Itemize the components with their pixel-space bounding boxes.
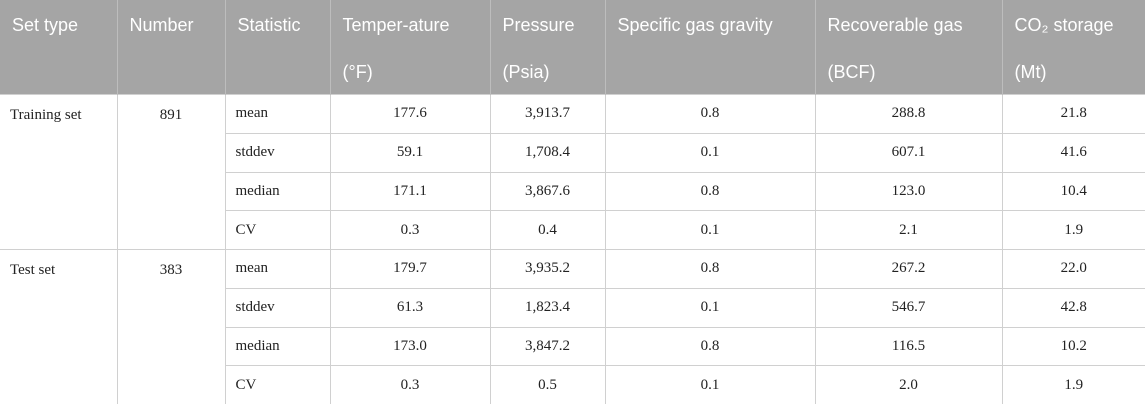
value-cell: 0.4: [489, 210, 606, 250]
column-header: Temper-ature (°F): [329, 0, 490, 95]
value-cell: 61.3: [329, 287, 491, 328]
value-cell: 177.6: [329, 94, 491, 134]
value-cell: 607.1: [814, 132, 1003, 173]
value-cell: 1.9: [1001, 365, 1145, 404]
column-name: Number: [129, 15, 194, 35]
value-cell: 0.8: [604, 94, 816, 134]
value-cell: 173.0: [329, 326, 491, 367]
table-row: Training set 891 mean 177.6 3,913.7 0.8 288.8 2…: [0, 94, 1145, 250]
value-cell: 288.8: [814, 94, 1003, 134]
value-cell: 0.5: [489, 365, 606, 404]
statistic-cell: CV: [225, 365, 331, 404]
value-cell: 179.7: [329, 249, 491, 289]
column-name: Pressure: [502, 15, 575, 35]
header-row: Set type Number Statistic Temper-ature (°F) P…: [0, 0, 1145, 95]
value-cell: 0.1: [604, 210, 816, 250]
statistic-cell: CV: [225, 210, 331, 250]
statistic-cell: median: [225, 326, 331, 367]
column-unit: (BCF): [827, 62, 876, 82]
statistic-cell: stddev: [225, 287, 331, 328]
column-header: Specific gas gravity: [604, 0, 815, 95]
table-body: Training set 891 mean 177.6 3,913.7 0.8 288.8 2…: [0, 94, 1145, 404]
statistic-cell: stddev: [225, 132, 331, 173]
column-name: Temper-ature: [342, 15, 450, 35]
column-header: Set type: [0, 0, 117, 95]
table-row: median 171.1 3,867.6 0.8 123.0 10.4: [0, 171, 1145, 212]
value-cell: 1,708.4: [489, 132, 606, 173]
value-cell: 2.0: [814, 365, 1003, 404]
column-name: Recoverable gas: [827, 15, 963, 35]
column-header: Statistic: [224, 0, 330, 95]
value-cell: 0.3: [329, 210, 491, 250]
statistic-cell: mean: [224, 249, 331, 289]
column-header: CO₂ storage (Mt): [1001, 0, 1145, 95]
column-name: CO₂ storage: [1014, 15, 1114, 35]
column-header: Recoverable gas (BCF): [814, 0, 1002, 95]
value-cell: 2.1: [814, 210, 1003, 250]
value-cell: 22.0: [1001, 249, 1145, 289]
column-unit: (Mt): [1014, 62, 1047, 82]
value-cell: 123.0: [814, 171, 1003, 212]
number-cell: 383: [116, 249, 226, 404]
value-cell: 10.2: [1001, 326, 1145, 367]
column-name: Specific gas gravity: [617, 15, 773, 35]
value-cell: 1,823.4: [489, 287, 606, 328]
number-cell: 891: [116, 94, 226, 250]
value-cell: 171.1: [329, 171, 491, 212]
column-name: Statistic: [237, 15, 301, 35]
statistic-cell: mean: [224, 94, 331, 134]
value-cell: 41.6: [1001, 132, 1145, 173]
column-unit: (Psia): [502, 62, 550, 82]
value-cell: 21.8: [1001, 94, 1145, 134]
column-header: Number: [116, 0, 225, 95]
column-unit: (°F): [342, 62, 373, 82]
table-row: stddev 61.3 1,823.4 0.1 546.7 42.8: [0, 287, 1145, 328]
set-type-cell: Test set: [0, 249, 118, 404]
value-cell: 10.4: [1001, 171, 1145, 212]
value-cell: 0.8: [604, 326, 816, 367]
column-header: Pressure (Psia): [489, 0, 605, 95]
table-row: Test set 383 mean 179.7 3,935.2 0.8 267.2 22.0: [0, 249, 1145, 404]
table-row: CV 0.3 0.4 0.1 2.1 1.9: [0, 210, 1145, 250]
value-cell: 0.3: [329, 365, 491, 404]
column-name: Set type: [12, 15, 79, 35]
value-cell: 3,913.7: [489, 94, 606, 134]
value-cell: 3,867.6: [489, 171, 606, 212]
value-cell: 0.1: [604, 365, 816, 404]
value-cell: 0.8: [604, 249, 816, 289]
value-cell: 546.7: [814, 287, 1003, 328]
value-cell: 267.2: [814, 249, 1003, 289]
value-cell: 3,847.2: [489, 326, 606, 367]
table-row: median 173.0 3,847.2 0.8 116.5 10.2: [0, 326, 1145, 367]
value-cell: 42.8: [1001, 287, 1145, 328]
value-cell: 0.1: [604, 132, 816, 173]
value-cell: 0.1: [604, 287, 816, 328]
value-cell: 59.1: [329, 132, 491, 173]
value-cell: 116.5: [814, 326, 1003, 367]
value-cell: 1.9: [1001, 210, 1145, 250]
value-cell: 0.8: [604, 171, 816, 212]
statistic-cell: median: [225, 171, 331, 212]
set-type-cell: Training set: [0, 94, 118, 250]
value-cell: 3,935.2: [489, 249, 606, 289]
